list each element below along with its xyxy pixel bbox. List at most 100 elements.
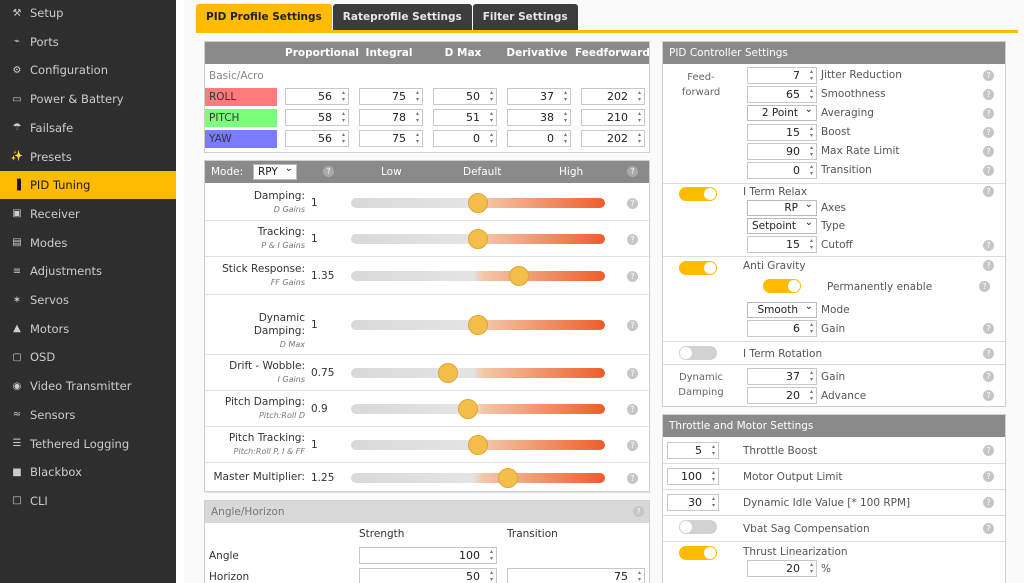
- help-icon[interactable]: ?: [627, 271, 638, 282]
- throttle-boost-input[interactable]: 5: [667, 442, 719, 459]
- help-icon[interactable]: ?: [983, 127, 994, 138]
- tab-pid-profile[interactable]: PID Profile Settings: [196, 4, 332, 30]
- dynamic-damping-advance-input[interactable]: 20: [747, 387, 817, 404]
- help-icon[interactable]: ?: [983, 371, 994, 382]
- tab-filter-settings[interactable]: Filter Settings: [472, 4, 578, 30]
- slider-track[interactable]: [351, 363, 605, 383]
- slider-track[interactable]: [351, 399, 605, 419]
- thrust-linearization-input[interactable]: 20: [747, 560, 817, 577]
- yaw-d-max-input[interactable]: 0: [433, 130, 497, 147]
- pitch-proportional-input[interactable]: 58: [285, 109, 349, 126]
- sidebar-item-failsafe[interactable]: ☂ Failsafe: [0, 114, 176, 142]
- sidebar-item-pid-tuning[interactable]: ▐ PID Tuning: [0, 171, 176, 200]
- sidebar-item-blackbox[interactable]: ■ Blackbox: [0, 458, 176, 486]
- sidebar-item-osd[interactable]: ▢ OSD: [0, 343, 176, 371]
- dynamic-damping-gain-input[interactable]: 37: [747, 368, 817, 385]
- sidebar-item-modes[interactable]: ▤ Modes: [0, 229, 176, 257]
- pitch-integral-input[interactable]: 78: [359, 109, 423, 126]
- slider-track[interactable]: [351, 435, 605, 455]
- help-icon[interactable]: ?: [983, 390, 994, 401]
- sidebar-item-servos[interactable]: ✶ Servos: [0, 286, 176, 314]
- help-icon[interactable]: ?: [983, 260, 994, 271]
- sidebar-item-adjustments[interactable]: ≡ Adjustments: [0, 257, 176, 285]
- sidebar-item-presets[interactable]: ✨ Presets: [0, 143, 176, 171]
- permanently-enable-toggle[interactable]: [763, 279, 801, 293]
- help-icon[interactable]: ?: [633, 506, 644, 517]
- help-icon[interactable]: ?: [983, 186, 994, 197]
- angle-strength-input[interactable]: 100: [359, 547, 497, 564]
- yaw-feedforward-input[interactable]: 202: [581, 130, 645, 147]
- help-icon[interactable]: ?: [983, 523, 994, 534]
- slider-track[interactable]: [351, 229, 605, 249]
- max-rate-limit-input[interactable]: 90: [747, 143, 817, 160]
- roll-feedforward-input[interactable]: 202: [581, 88, 645, 105]
- roll-d-max-input[interactable]: 50: [433, 88, 497, 105]
- help-icon[interactable]: ?: [627, 473, 638, 484]
- sidebar-item-ports[interactable]: ⌁ Ports: [0, 28, 176, 56]
- roll-integral-input[interactable]: 75: [359, 88, 423, 105]
- jitter-reduction-input[interactable]: 7: [747, 67, 817, 84]
- slider-handle[interactable]: [468, 229, 488, 249]
- slider-handle[interactable]: [457, 399, 478, 419]
- pitch-feedforward-input[interactable]: 210: [581, 109, 645, 126]
- yaw-derivative-input[interactable]: 0: [507, 130, 571, 147]
- help-icon[interactable]: ?: [627, 166, 638, 177]
- transition-input[interactable]: 0: [747, 162, 817, 179]
- horizon-strength-input[interactable]: 50: [359, 568, 497, 583]
- iterm-relax-toggle[interactable]: [679, 187, 717, 201]
- cutoff-input[interactable]: 15: [747, 236, 817, 253]
- anti-gravity-toggle[interactable]: [679, 261, 717, 275]
- type-select[interactable]: Setpoint: [747, 216, 817, 234]
- help-icon[interactable]: ?: [627, 404, 638, 415]
- axes-select[interactable]: RP: [747, 198, 817, 216]
- help-icon[interactable]: ?: [983, 70, 994, 81]
- pitch-d-max-input[interactable]: 51: [433, 109, 497, 126]
- sidebar-item-power-battery[interactable]: ▭ Power & Battery: [0, 85, 176, 113]
- help-icon[interactable]: ?: [983, 323, 994, 334]
- slider-handle[interactable]: [498, 468, 519, 488]
- slider-track[interactable]: [351, 468, 605, 488]
- slider-handle[interactable]: [468, 435, 488, 455]
- help-icon[interactable]: ?: [627, 440, 638, 451]
- pitch-derivative-input[interactable]: 38: [507, 109, 571, 126]
- slider-track[interactable]: [351, 193, 605, 213]
- motor-output-limit-input[interactable]: 100: [667, 468, 719, 485]
- thrust-linearization-toggle[interactable]: [679, 546, 717, 560]
- averaging-select[interactable]: 2 Point: [747, 103, 817, 121]
- slider-handle[interactable]: [508, 266, 529, 286]
- sidebar-item-sensors[interactable]: ≈ Sensors: [0, 401, 176, 429]
- help-icon[interactable]: ?: [983, 108, 994, 119]
- roll-derivative-input[interactable]: 37: [507, 88, 571, 105]
- slider-handle[interactable]: [437, 363, 458, 383]
- slider-handle[interactable]: [468, 193, 488, 213]
- mode-select[interactable]: RPY: [253, 162, 297, 180]
- tab-rateprofile[interactable]: Rateprofile Settings: [332, 4, 472, 30]
- help-icon[interactable]: ?: [983, 471, 994, 482]
- slider-track[interactable]: [351, 266, 605, 286]
- help-icon[interactable]: ?: [627, 368, 638, 379]
- help-icon[interactable]: ?: [323, 166, 334, 177]
- help-icon[interactable]: ?: [983, 445, 994, 456]
- yaw-integral-input[interactable]: 75: [359, 130, 423, 147]
- yaw-proportional-input[interactable]: 56: [285, 130, 349, 147]
- help-icon[interactable]: ?: [983, 348, 994, 359]
- anti-gravity-gain-input[interactable]: 6: [747, 320, 817, 337]
- help-icon[interactable]: ?: [627, 234, 638, 245]
- smoothness-input[interactable]: 65: [747, 86, 817, 103]
- help-icon[interactable]: ?: [983, 146, 994, 157]
- slider-handle[interactable]: [468, 315, 488, 335]
- sidebar-item-configuration[interactable]: ⚙ Configuration: [0, 56, 176, 84]
- help-icon[interactable]: ?: [983, 89, 994, 100]
- help-icon[interactable]: ?: [979, 281, 990, 292]
- sidebar-item-setup[interactable]: ⚒ Setup: [0, 0, 176, 27]
- horizon-transition-input[interactable]: 75: [507, 568, 645, 583]
- sidebar-item-video-transmitter[interactable]: ◉ Video Transmitter: [0, 372, 176, 400]
- roll-proportional-input[interactable]: 56: [285, 88, 349, 105]
- dynamic-idle-input[interactable]: 30: [667, 494, 719, 511]
- help-icon[interactable]: ?: [983, 240, 994, 251]
- help-icon[interactable]: ?: [627, 320, 638, 331]
- iterm-rotation-toggle[interactable]: [679, 346, 717, 360]
- help-icon[interactable]: ?: [983, 497, 994, 508]
- help-icon[interactable]: ?: [627, 198, 638, 209]
- boost-input[interactable]: 15: [747, 124, 817, 141]
